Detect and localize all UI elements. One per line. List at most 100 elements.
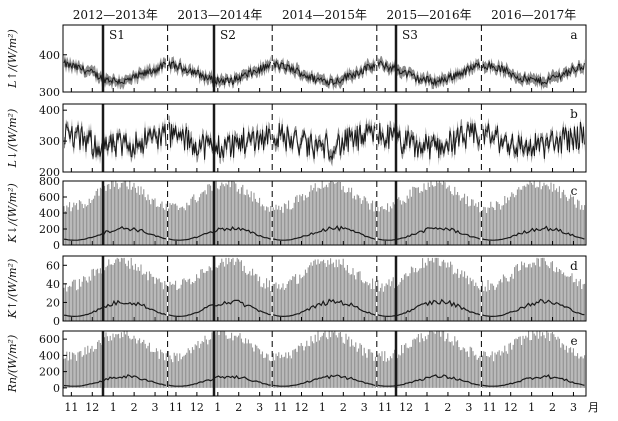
plot-area bbox=[63, 331, 586, 388]
x-tick-label: 12 bbox=[190, 401, 204, 414]
series-black-line bbox=[168, 122, 272, 160]
series-gray-band bbox=[273, 115, 376, 167]
series-gray-spikes bbox=[272, 258, 376, 321]
x-tick-label: 2 bbox=[131, 401, 138, 414]
series-black-line bbox=[377, 122, 481, 160]
series-black-line bbox=[482, 225, 585, 241]
panel-frame bbox=[62, 255, 587, 322]
series-gray-band bbox=[168, 55, 271, 90]
y-tick-label: 400 bbox=[39, 207, 60, 220]
y-axis-label: L↑/(W/m²) bbox=[6, 29, 19, 89]
x-tick-label: 2 bbox=[340, 401, 347, 414]
panel-frame bbox=[62, 24, 587, 93]
series-black-line bbox=[63, 225, 167, 241]
series-black-line bbox=[273, 225, 376, 241]
series-black-line bbox=[63, 299, 167, 318]
series-gray-spikes bbox=[272, 181, 376, 245]
y-tick-label: 600 bbox=[39, 333, 60, 346]
panel-frame bbox=[62, 103, 587, 173]
plot-area bbox=[63, 115, 585, 167]
year-label: 2013—2014年 bbox=[177, 8, 262, 22]
year-label: 2012—2013年 bbox=[73, 8, 158, 22]
y-axis-label: Rn/(W/m²) bbox=[6, 335, 19, 394]
series-gray-band bbox=[377, 55, 480, 90]
y-tick-label: 0 bbox=[53, 382, 60, 395]
series-gray-spikes bbox=[168, 331, 272, 388]
y-tick-label: 200 bbox=[39, 366, 60, 379]
x-tick-label: 3 bbox=[570, 401, 577, 414]
x-tick-label: 3 bbox=[361, 401, 368, 414]
series-black-line bbox=[482, 374, 585, 387]
series-gray-spikes bbox=[168, 181, 272, 245]
series-black-line bbox=[272, 123, 376, 161]
x-tick-label: 12 bbox=[504, 401, 518, 414]
series-gray-band bbox=[482, 117, 585, 164]
x-tick-label: 2 bbox=[444, 401, 451, 414]
y-tick-label: 40 bbox=[46, 278, 60, 291]
x-unit-label: 月 bbox=[588, 401, 599, 414]
x-tick-label: 11 bbox=[274, 401, 288, 414]
y-tick-label: 60 bbox=[46, 259, 60, 272]
series-gray-spikes bbox=[63, 181, 167, 245]
y-axis-label: K↓/(W/m²) bbox=[6, 183, 19, 244]
series-gray-spikes bbox=[63, 257, 167, 321]
panel-d: 0 20 40 60 d K↑/(W/m²) bbox=[6, 255, 587, 328]
x-tick-label: 11 bbox=[378, 401, 392, 414]
series-black-line bbox=[168, 225, 271, 241]
series-black-line bbox=[168, 374, 271, 387]
y-tick-label: 400 bbox=[39, 49, 60, 62]
y-axis-label: K↑/(W/m²) bbox=[6, 259, 19, 320]
series-black-line bbox=[168, 299, 271, 318]
x-tick-label: 11 bbox=[64, 401, 78, 414]
series-gray-spikes bbox=[168, 257, 272, 321]
x-tick-label: 12 bbox=[399, 401, 413, 414]
year-label: 2015—2016年 bbox=[387, 8, 472, 22]
y-tick-label: 0 bbox=[53, 315, 60, 328]
panel-letter: b bbox=[570, 107, 578, 121]
series-black-line bbox=[168, 60, 272, 86]
series-gray-spikes bbox=[63, 331, 167, 388]
x-tick-label: 12 bbox=[294, 401, 308, 414]
series-gray-band bbox=[482, 58, 585, 92]
series-gray-spikes bbox=[377, 181, 481, 245]
x-tick-label: 1 bbox=[110, 401, 117, 414]
snow-marker-label: S3 bbox=[402, 28, 418, 42]
panel-b: 200 300 400 b L↓/(W/m²) bbox=[6, 103, 587, 179]
x-tick-label: 2 bbox=[549, 401, 556, 414]
panel-e: 0 200 400 600 e Rn/(W/m²) bbox=[6, 330, 587, 397]
snow-marker-label: S1 bbox=[109, 28, 125, 42]
series-black-line bbox=[63, 374, 167, 387]
series-gray-spikes bbox=[481, 257, 586, 321]
x-tick-label: 11 bbox=[169, 401, 183, 414]
panel-a: 300 400 a L↑/(W/m²) bbox=[6, 24, 587, 99]
y-tick-label: 300 bbox=[39, 135, 60, 148]
series-gray-spikes bbox=[377, 257, 481, 321]
series-gray-spikes bbox=[377, 331, 481, 388]
x-tick-label: 12 bbox=[85, 401, 99, 414]
series-gray-spikes bbox=[481, 181, 586, 245]
snow-marker-label: S2 bbox=[220, 28, 236, 42]
y-tick-label: 0 bbox=[53, 239, 60, 252]
series-black-line bbox=[63, 58, 167, 86]
y-tick-label: 400 bbox=[39, 104, 60, 117]
series-black-line bbox=[482, 298, 585, 318]
series-black-line bbox=[482, 121, 585, 159]
series-black-line bbox=[272, 60, 376, 86]
x-tick-label: 1 bbox=[319, 401, 326, 414]
x-tick-label: 11 bbox=[483, 401, 497, 414]
series-gray-band bbox=[64, 117, 166, 165]
x-tick-label: 2 bbox=[235, 401, 242, 414]
series-black-line bbox=[63, 123, 167, 158]
x-tick-label: 3 bbox=[152, 401, 159, 414]
series-gray-band bbox=[273, 57, 376, 91]
x-tick-label: 1 bbox=[528, 401, 535, 414]
y-tick-label: 200 bbox=[39, 223, 60, 236]
plot-area bbox=[63, 54, 585, 92]
panel-frame bbox=[62, 330, 587, 397]
panel-letter: a bbox=[570, 28, 577, 42]
y-tick-label: 200 bbox=[39, 166, 60, 179]
panel-letter: d bbox=[570, 259, 578, 273]
panel-c: 0 200 400 600 800 c K↓/(W/m²) bbox=[6, 175, 587, 252]
series-black-line bbox=[481, 60, 585, 86]
y-tick-label: 800 bbox=[39, 175, 60, 188]
